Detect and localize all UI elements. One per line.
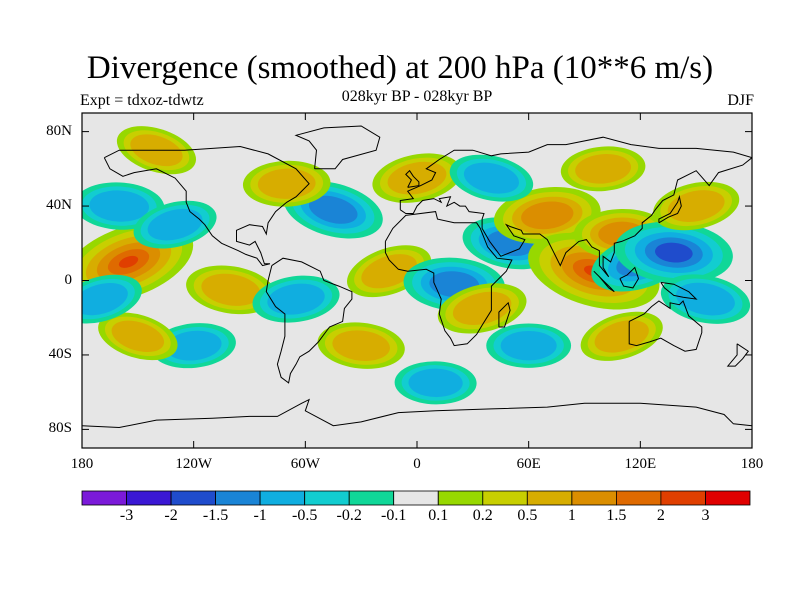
lon-tick-label: 180	[70, 456, 94, 472]
coastlines	[82, 125, 752, 429]
lon-tick-label: 120E	[624, 456, 657, 472]
colorbar-swatch	[126, 490, 172, 506]
subtitle-label: 028kyr BP - 028kyr BP	[341, 88, 493, 105]
coastline-africa	[384, 211, 513, 347]
field-contour	[332, 330, 390, 361]
field-contour	[89, 190, 149, 222]
colorbar-label: -1.5	[202, 507, 229, 524]
colorbar-label: -0.1	[381, 507, 407, 524]
coastline-sumatra	[593, 270, 615, 293]
field-contour	[361, 254, 417, 289]
colorbar-swatch	[482, 490, 528, 506]
coastline-japan	[658, 194, 682, 224]
field-contour	[667, 190, 725, 223]
colorbar-swatch	[571, 490, 617, 506]
coastline-australia	[628, 300, 703, 352]
lon-tick-label: 120W	[175, 456, 212, 472]
colorbar-swatch	[705, 490, 751, 506]
coastline-borneo	[619, 266, 640, 289]
lon-tick-label: 180	[740, 456, 764, 472]
season-label: DJF	[727, 92, 754, 109]
coastline-north-america	[103, 145, 310, 267]
colorbar-swatch	[215, 490, 261, 506]
colorbar-swatch	[437, 490, 484, 506]
colorbar-label: -0.5	[291, 507, 318, 524]
field-contour	[82, 283, 128, 316]
colorbar-swatch	[170, 490, 217, 506]
field-contour	[408, 368, 463, 398]
field-contour	[594, 320, 649, 353]
field-contour	[521, 201, 574, 230]
field-contour	[118, 255, 139, 268]
field-contour	[575, 153, 632, 184]
lat-tick-label: 80N	[46, 122, 72, 139]
colorbar-label: 0.2	[472, 507, 493, 524]
colorbar-swatch	[616, 490, 662, 506]
experiment-label: Expt = tdxoz-tdwtz	[80, 92, 204, 109]
coastline-new-zealand	[726, 343, 750, 367]
colorbar-swatch	[348, 490, 395, 506]
coastline-uk	[405, 169, 420, 188]
colorbar-swatch	[660, 490, 706, 506]
lat-tick-label: 80S	[48, 420, 72, 437]
colorbar-swatch	[393, 490, 439, 506]
coastline-madagascar	[498, 301, 511, 328]
colorbar-label: 1	[567, 507, 576, 524]
colorbar-label: 0.5	[517, 507, 538, 524]
colorbar-swatch	[304, 490, 350, 506]
field-contour	[676, 282, 735, 316]
field-contour	[267, 283, 325, 315]
field-contour	[201, 273, 261, 306]
colorbar-label: -2	[164, 507, 178, 524]
coastline-antarctica	[82, 398, 752, 429]
colorbar-label: -3	[119, 507, 134, 524]
coastline-south-america	[265, 257, 353, 384]
map-title: Divergence (smoothed) at 200 hPa (10**6 …	[86, 50, 714, 86]
field-contour	[654, 242, 693, 263]
field-contour	[452, 291, 512, 326]
colorbar-label: -1	[253, 507, 267, 524]
lat-tick-label: 40N	[46, 197, 72, 214]
field-contour	[165, 330, 222, 361]
lon-tick-label: 60E	[516, 456, 541, 472]
field-contour	[500, 330, 557, 361]
colorbar-label: 2	[656, 507, 665, 524]
coastline-greenland	[294, 125, 381, 170]
colorbar-label: 1.5	[606, 507, 627, 524]
colorbar-label: 0.1	[428, 507, 449, 524]
lon-tick-label: 60W	[290, 456, 320, 472]
lon-tick-label: 0	[413, 456, 421, 472]
field-contour	[147, 208, 203, 241]
field-contour	[308, 195, 358, 224]
field-contour	[463, 162, 520, 194]
lat-tick-label: 40S	[48, 345, 72, 362]
field-contour	[111, 320, 165, 353]
coastline-eurasia	[399, 136, 752, 278]
colorbar-label: 3	[701, 507, 710, 524]
colorbar-swatch	[259, 490, 306, 506]
lat-tick-label: 0	[64, 271, 73, 288]
colorbar-label: -0.2	[336, 507, 362, 524]
colorbar-swatch	[526, 490, 573, 506]
colorbar-swatch	[81, 490, 127, 506]
field-contour	[387, 161, 447, 195]
coastline-new-guinea	[660, 281, 698, 300]
field-shading	[82, 126, 751, 405]
